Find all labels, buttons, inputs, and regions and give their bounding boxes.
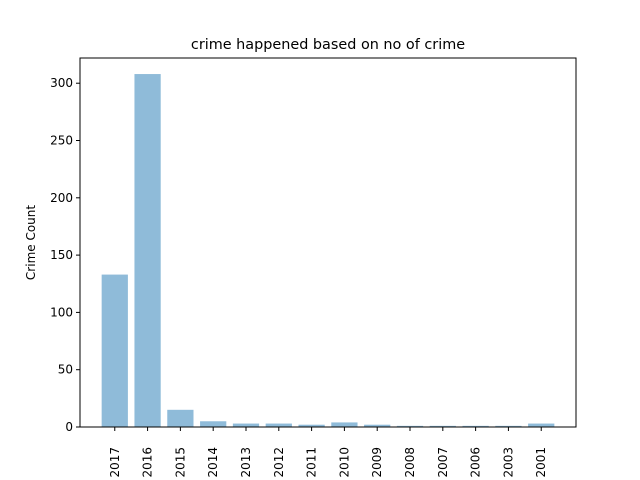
x-tick-label-2011: 2011 [305,447,319,478]
x-tick-label-2017: 2017 [108,447,122,478]
bars-group [101,74,555,427]
x-tick-label-2001: 2001 [534,447,548,478]
bar-2011 [298,424,325,427]
bar-2006 [462,425,489,427]
plot-frame [79,57,577,428]
x-tick-label-2008: 2008 [403,447,417,478]
bar-2016 [134,74,161,427]
y-tick-label-200: 200 [50,191,73,205]
x-tick-label-2003: 2003 [501,447,515,478]
x-tick-label-2013: 2013 [239,447,253,478]
y-ticks-group: 0 50 100 150 200 250 300 [50,76,80,434]
bar-2008 [396,425,424,427]
y-tick-label-0: 0 [65,420,73,434]
x-ticks-group: 2017 2016 2015 2014 2013 2012 2011 2010 2009 2008… [108,427,548,478]
bar-2010 [331,422,358,427]
x-tick-label-2014: 2014 [206,447,220,478]
chart-title: crime happened based on no of crime [191,37,465,53]
x-tick-label-2006: 2006 [469,447,483,478]
bar-2017 [101,274,128,427]
x-tick-label-2010: 2010 [337,447,351,478]
y-tick-label-150: 150 [50,248,73,262]
y-tick-label-300: 300 [50,76,73,90]
bar-2007 [429,425,456,427]
bar-2013 [232,423,260,427]
x-tick-label-2009: 2009 [370,447,384,478]
bar-2001 [528,423,555,427]
x-tick-label-2016: 2016 [141,447,155,478]
bar-2009 [364,424,391,427]
y-axis-label: Crime Count [24,205,38,280]
y-tick-label-100: 100 [50,305,73,319]
y-tick-label-250: 250 [50,134,73,148]
x-tick-label-2012: 2012 [272,447,286,478]
y-tick-label-50: 50 [58,363,73,377]
bar-2012 [265,423,292,427]
bar-2003 [495,425,522,427]
bar-2014 [200,421,227,427]
x-tick-label-2015: 2015 [173,447,187,478]
x-tick-label-2007: 2007 [436,447,450,478]
bar-2015 [167,409,194,427]
